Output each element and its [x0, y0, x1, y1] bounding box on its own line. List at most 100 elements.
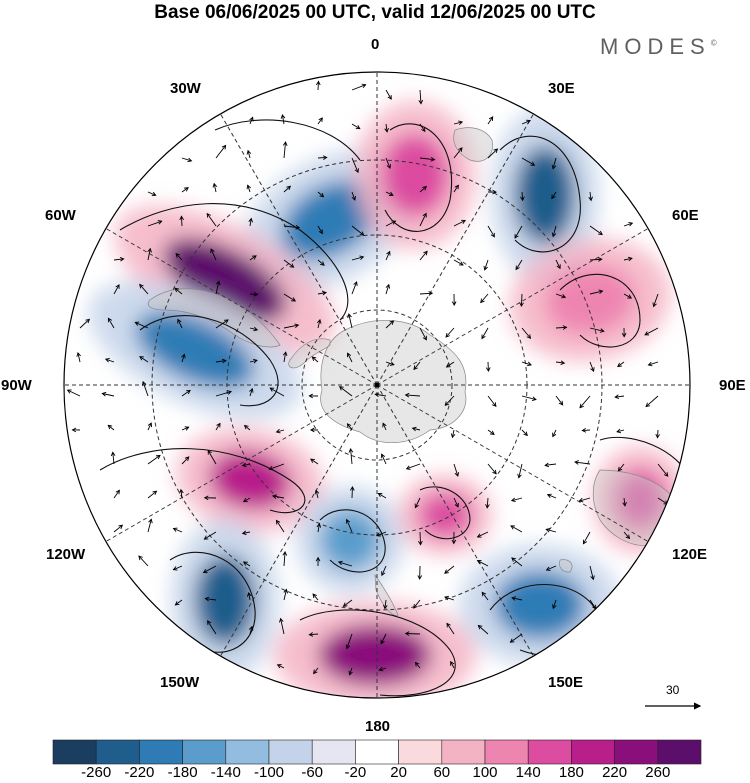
wind-arrow [172, 527, 183, 533]
colorbar-tick-label: 220 [602, 764, 628, 781]
wind-arrow [450, 660, 455, 669]
wind-arrow [110, 451, 116, 465]
wind-arrow [477, 624, 489, 635]
meridian-line [105, 384, 378, 542]
wind-arrow [589, 361, 595, 373]
wind-arrow [317, 155, 328, 160]
wind-arrow [147, 518, 153, 533]
colorbar-tick-label: -180 [167, 764, 198, 781]
wind-arrow [378, 666, 387, 672]
label-90w: 90W [1, 377, 32, 394]
wind-arrow [555, 360, 566, 365]
wind-arrow [579, 395, 591, 409]
colorbar-tick-label: -60 [301, 764, 324, 781]
wind-arrow [179, 215, 184, 227]
wind-arrow [351, 191, 356, 201]
wind-arrow [385, 191, 394, 196]
wind-arrow [147, 490, 158, 499]
wind-arrow [385, 89, 392, 100]
wind-arrow [511, 596, 523, 601]
streamline [299, 609, 456, 697]
wind-arrow [521, 429, 528, 437]
wind-arrow [385, 250, 391, 261]
wind-arrow [174, 599, 183, 606]
anomaly-field [88, 100, 688, 698]
wind-arrow [350, 485, 355, 499]
wind-arrow [551, 157, 557, 170]
colorbar-swatch [139, 739, 183, 765]
streamline [319, 509, 386, 573]
wind-arrow [248, 217, 253, 227]
colorbar-swatch [225, 739, 270, 765]
wind-arrow [385, 283, 391, 295]
meridian-line [220, 384, 378, 657]
wind-arrow [207, 620, 217, 635]
wind-arrow [215, 422, 221, 431]
colorbar-tick-label: -100 [253, 764, 285, 781]
wind-arrow [647, 361, 659, 367]
anomaly-core [318, 625, 432, 685]
africa [453, 127, 493, 162]
wind-arrow [177, 318, 183, 329]
wind-arrow [380, 453, 387, 465]
wind-arrow [172, 565, 183, 571]
wind-arrow [404, 631, 421, 636]
wind-arrow [414, 661, 421, 669]
wind-arrow [275, 428, 285, 434]
wind-arrow [555, 259, 561, 270]
label-30w: 30W [170, 80, 201, 97]
wind-arrow [283, 588, 288, 601]
label-60e: 60E [672, 207, 699, 224]
wind-arrow [450, 429, 456, 439]
label-90e: 90E [719, 377, 746, 394]
wind-arrow [510, 525, 523, 533]
wind-arrow [487, 429, 495, 435]
antarctica [320, 320, 467, 444]
wind-arrow [215, 280, 221, 295]
wind-arrow [617, 463, 625, 472]
modes-logo: MODES© [600, 34, 717, 60]
colorbar-tick-label: 140 [515, 764, 541, 781]
label-150e: 150E [548, 674, 584, 691]
wind-arrow [382, 422, 387, 431]
wind-arrow [453, 463, 460, 477]
wind-arrow [79, 318, 91, 329]
wind-arrow [147, 454, 161, 465]
wind-arrow [203, 531, 217, 540]
wind-arrow [113, 256, 125, 262]
wind-arrow [147, 422, 152, 431]
wind-arrow [511, 557, 523, 567]
colorbar-swatch [484, 739, 529, 765]
wind-arrow [582, 531, 591, 545]
wind-arrow [623, 293, 633, 299]
anomaly-core [515, 146, 575, 244]
wind-arrow [645, 395, 659, 408]
wind-arrow [521, 119, 531, 125]
wind-arrow [134, 321, 149, 329]
wind-arrow [204, 596, 217, 602]
meridian-line [376, 113, 534, 386]
colorbar-tick-label: 260 [645, 764, 671, 781]
wind-arrow [215, 319, 229, 329]
wind-arrow [275, 519, 285, 533]
wind-arrow [551, 225, 557, 238]
wind-arrow [453, 259, 464, 266]
wind-arrow [315, 80, 321, 91]
wind-arrow [487, 395, 497, 408]
wind-arrow [419, 327, 427, 341]
wind-arrow [317, 191, 325, 198]
wind-arrow [351, 83, 367, 91]
wind-arrow [283, 259, 295, 268]
wind-arrow [66, 389, 81, 397]
wind-arrow [480, 293, 489, 304]
wind-arrow [552, 429, 557, 438]
anomaly-core [381, 133, 449, 217]
wind-arrow [589, 327, 605, 333]
wind-arrow [514, 225, 523, 239]
wind-arrow [248, 625, 254, 635]
wind-arrow [517, 463, 523, 479]
wind-arrow [623, 222, 634, 227]
wind-arrow [419, 291, 434, 296]
wind-arrow [241, 530, 251, 536]
colorbar-swatch [571, 739, 615, 765]
